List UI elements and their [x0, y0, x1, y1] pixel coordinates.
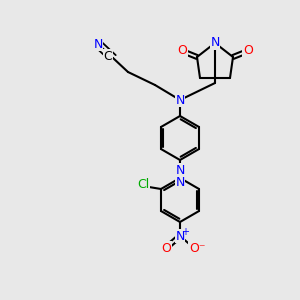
Text: O: O	[177, 44, 187, 58]
Text: N: N	[175, 164, 185, 176]
Text: C: C	[103, 50, 112, 62]
Text: N: N	[175, 94, 185, 106]
Text: N: N	[175, 176, 185, 188]
Text: N: N	[93, 38, 103, 50]
Text: Cl: Cl	[137, 178, 149, 191]
Text: N: N	[210, 37, 220, 50]
Text: N: N	[175, 230, 185, 242]
Text: O: O	[243, 44, 253, 58]
Text: O⁻: O⁻	[189, 242, 205, 254]
Text: +: +	[181, 227, 189, 237]
Text: O: O	[161, 242, 171, 254]
